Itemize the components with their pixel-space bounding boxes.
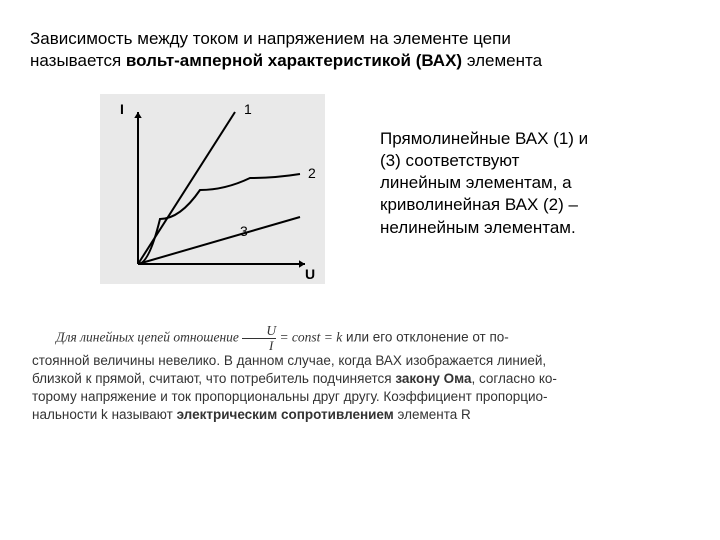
middle-row: I U 1 2 3 Прямолинейные ВАХ (1) и (3) соотве…: [30, 94, 690, 284]
svg-text:2: 2: [308, 165, 316, 181]
body-l2: стоянной величины невелико. В данном слу…: [32, 353, 546, 368]
intro-paragraph: Зависимость между током и напряжением на…: [30, 28, 690, 72]
formula-bot: I: [242, 338, 276, 352]
svg-text:U: U: [305, 266, 315, 282]
intro-line2c: элемента: [462, 51, 542, 70]
body-l1a: Для линейных цепей отношение: [56, 330, 242, 345]
formula-top: U: [266, 323, 276, 338]
formula-fraction: UI: [242, 324, 276, 352]
svg-text:3: 3: [240, 223, 248, 239]
intro-line1: Зависимость между током и напряжением на…: [30, 29, 511, 48]
body-paragraph: Для линейных цепей отношение UI = const …: [30, 324, 690, 424]
chart-svg: I U 1 2 3: [100, 94, 325, 284]
body-l3a: близкой к прямой, считают, что потребите…: [32, 371, 395, 386]
side-l5: нелинейным элементам.: [380, 218, 576, 237]
body-l4: торому напряжение и ток пропорциональны …: [32, 389, 548, 404]
body-l3c: , согласно ко-: [471, 371, 556, 386]
svg-text:1: 1: [244, 101, 252, 117]
vah-chart: I U 1 2 3: [100, 94, 325, 284]
svg-text:I: I: [120, 101, 124, 117]
body-l1b: = const = k: [276, 330, 342, 345]
side-l3: линейным элементам, а: [380, 173, 572, 192]
body-l5a: нальности k называют: [32, 407, 177, 422]
side-l4: криволинейная ВАХ (2) –: [380, 195, 578, 214]
body-line1: Для линейных цепей отношение UI = const …: [32, 324, 688, 352]
body-l3b: закону Ома: [395, 371, 471, 386]
intro-line2a: называется: [30, 51, 126, 70]
body-l5c: элемента R: [394, 407, 471, 422]
body-l1c: или его отклонение от по-: [342, 330, 509, 345]
side-l1: Прямолинейные ВАХ (1) и: [380, 129, 588, 148]
body-l5b: электрическим сопротивлением: [177, 407, 394, 422]
side-paragraph: Прямолинейные ВАХ (1) и (3) соответствую…: [380, 128, 588, 238]
intro-line2b: вольт-амперной характеристикой (ВАХ): [126, 51, 462, 70]
side-l2: (3) соответствуют: [380, 151, 519, 170]
